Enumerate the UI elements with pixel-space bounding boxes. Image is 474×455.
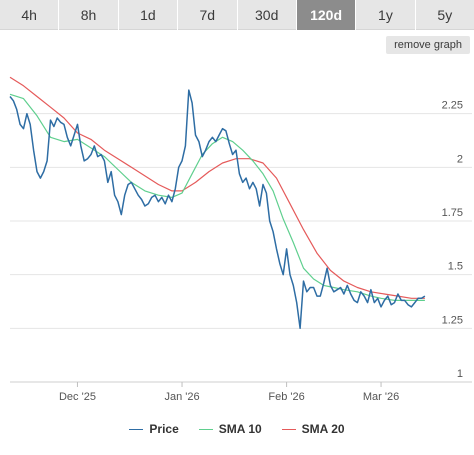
x-tick-label: Jan '26 bbox=[164, 391, 199, 403]
series-line-sma10 bbox=[9, 93, 425, 301]
legend-item-sma20[interactable]: SMA 20 bbox=[281, 422, 345, 436]
x-tick-label: Feb '26 bbox=[268, 391, 304, 403]
tab-8h[interactable]: 8h bbox=[59, 0, 119, 30]
tab-120d[interactable]: 120d bbox=[296, 0, 357, 30]
legend-swatch-sma10 bbox=[198, 428, 213, 430]
legend-item-sma10[interactable]: SMA 10 bbox=[198, 422, 262, 436]
y-tick-label: 1.75 bbox=[442, 207, 463, 219]
series-line-price bbox=[9, 89, 426, 330]
axis-layer: 1 1.25 1.5 1.75 2 2.25 Dec '25 Jan '26 Feb '26 Ma… bbox=[10, 100, 472, 403]
x-tick-label: Mar '26 bbox=[363, 391, 399, 403]
y-tick-label: 1 bbox=[457, 368, 463, 380]
y-tick-label: 1.25 bbox=[442, 314, 463, 326]
tab-1d[interactable]: 1d bbox=[119, 0, 179, 30]
legend-label-price: Price bbox=[149, 422, 179, 436]
remove-graph-button[interactable]: remove graph bbox=[386, 36, 470, 54]
tab-4h[interactable]: 4h bbox=[0, 0, 60, 30]
tab-1y[interactable]: 1y bbox=[356, 0, 416, 30]
grid-layer bbox=[10, 113, 472, 383]
y-tick-label: 2 bbox=[457, 153, 463, 165]
tab-7d[interactable]: 7d bbox=[178, 0, 238, 30]
legend-label-sma10: SMA 10 bbox=[218, 422, 262, 436]
chart-legend: Price SMA 10 SMA 20 bbox=[0, 420, 474, 438]
y-tick-label: 2.25 bbox=[442, 100, 463, 112]
x-tick-label: Dec '25 bbox=[59, 391, 96, 403]
tab-5y[interactable]: 5y bbox=[437, 7, 453, 23]
y-tick-label: 1.5 bbox=[448, 261, 463, 273]
legend-swatch-sma20 bbox=[281, 428, 296, 430]
legend-item-price[interactable]: Price bbox=[129, 422, 179, 436]
time-range-tabbar: 4h 8h 1d 7d 30d 120d 1y 5y bbox=[0, 0, 474, 30]
tab-30d[interactable]: 30d bbox=[238, 0, 297, 30]
series-layer bbox=[9, 76, 426, 330]
series-line-sma20 bbox=[9, 76, 425, 299]
legend-swatch-price bbox=[129, 428, 144, 430]
legend-label-sma20: SMA 20 bbox=[301, 422, 345, 436]
